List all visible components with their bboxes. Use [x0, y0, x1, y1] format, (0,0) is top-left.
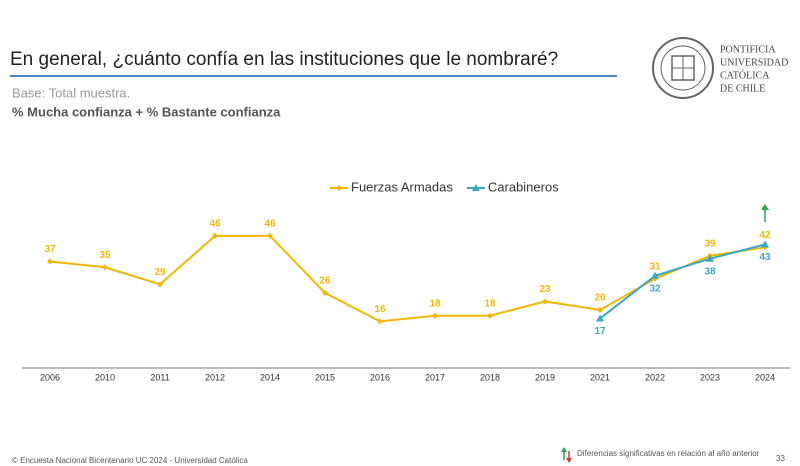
data-label: 18 — [429, 298, 441, 309]
point — [432, 312, 438, 319]
data-label: 29 — [154, 267, 166, 278]
data-label: 39 — [704, 238, 716, 249]
point — [157, 281, 163, 288]
logo-text: CATÓLICA — [720, 69, 770, 81]
point — [761, 240, 769, 248]
note-icon — [561, 447, 572, 463]
point — [487, 312, 493, 319]
x-tick-label: 2012 — [205, 372, 225, 382]
measure: % Mucha confianza + % Bastante confianza — [12, 104, 281, 119]
x-tick-label: 2018 — [480, 372, 500, 382]
x-tick-label: 2016 — [370, 372, 390, 382]
data-label: 43 — [759, 252, 771, 263]
data-label: 35 — [99, 250, 111, 261]
data-label: 37 — [44, 244, 56, 255]
page-number: 33 — [776, 454, 785, 463]
legend-label: Fuerzas Armadas — [351, 179, 453, 194]
x-tick-label: 2015 — [315, 372, 335, 382]
x-tick-label: 2011 — [150, 372, 169, 382]
data-label: 32 — [649, 283, 661, 294]
x-tick-label: 2010 — [95, 372, 115, 382]
point — [542, 298, 548, 305]
point — [471, 184, 480, 191]
point — [47, 258, 53, 265]
subtitle: Base: Total muestra. — [12, 85, 130, 100]
x-tick-label: 2022 — [645, 372, 665, 382]
x-tick-label: 2017 — [425, 372, 445, 382]
point — [597, 307, 603, 313]
data-label: 38 — [704, 266, 716, 277]
point — [706, 254, 714, 262]
logo: PONTIFICIA UNIVERSIDAD CATÓLICA DE CHILE — [652, 37, 788, 99]
x-tick-label: 2021 — [590, 372, 610, 382]
x-tick-label: 2019 — [535, 372, 555, 382]
logo-text: DE CHILE — [720, 83, 765, 94]
data-label: 17 — [594, 326, 606, 337]
source: © Encuesta Nacional Bicentenario UC 2024… — [12, 456, 248, 465]
footnote: Diferencias significativas en relación a… — [577, 449, 760, 458]
x-tick-label: 2023 — [700, 372, 720, 382]
data-label: 18 — [484, 298, 496, 309]
data-label: 20 — [594, 293, 606, 304]
point — [336, 185, 342, 191]
data-label: 16 — [374, 304, 386, 315]
point — [651, 271, 659, 279]
data-label: 46 — [264, 219, 276, 230]
data-label: 31 — [649, 261, 661, 272]
significance-arrow — [761, 204, 769, 222]
data-label: 26 — [319, 276, 331, 287]
title: En general, ¿cuánto confía en las instit… — [10, 49, 558, 70]
point — [596, 314, 604, 322]
logo-text: UNIVERSIDAD — [720, 57, 788, 68]
x-tick-label: 2024 — [755, 372, 775, 382]
point — [377, 318, 383, 325]
logo-text: PONTIFICIA — [720, 44, 776, 55]
point — [322, 289, 328, 296]
point — [267, 232, 273, 239]
data-label: 23 — [539, 284, 551, 295]
point — [102, 264, 108, 271]
point — [212, 232, 218, 239]
series-line — [599, 243, 766, 320]
data-label: 46 — [209, 219, 221, 230]
x-tick-label: 2014 — [260, 372, 280, 382]
x-tick-label: 2006 — [40, 372, 60, 382]
legend-label: Carabineros — [488, 179, 559, 194]
data-label: 42 — [759, 230, 771, 241]
